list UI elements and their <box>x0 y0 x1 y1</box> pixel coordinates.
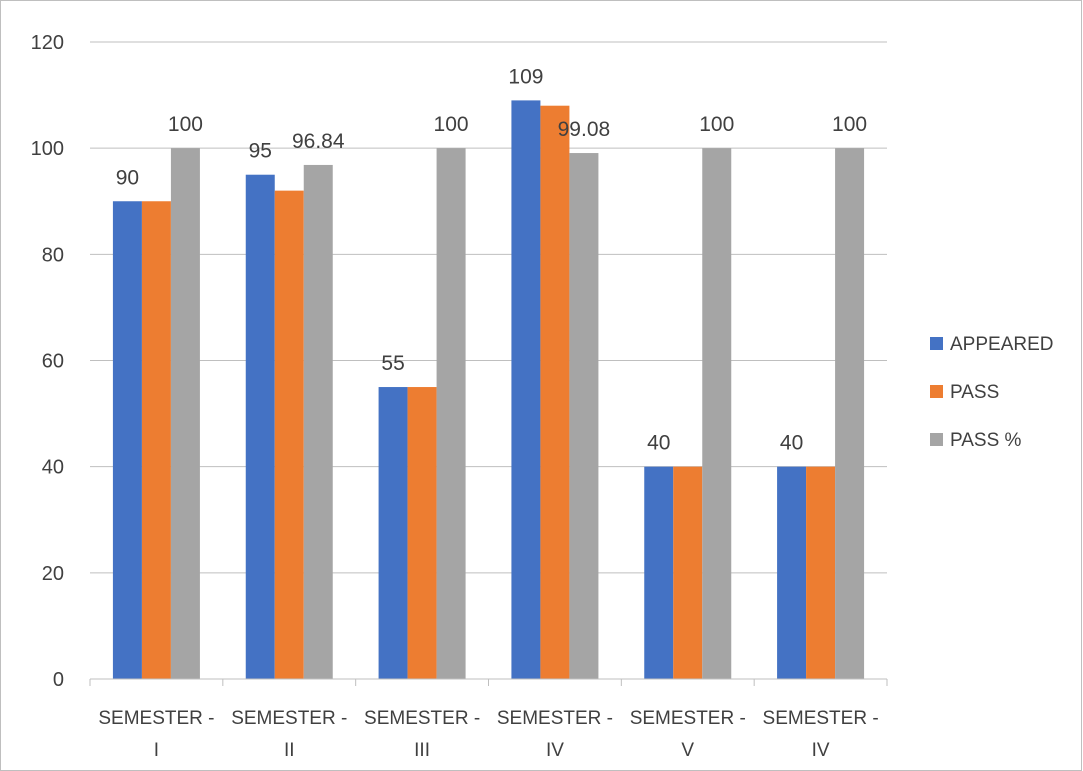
y-tick-label: 20 <box>42 563 64 585</box>
bar-pass <box>702 148 732 679</box>
x-category-label: SEMESTER - <box>763 708 879 729</box>
axes: 0 20 40 60 80 100 120 SEMESTER - I SEMESTER - II SE… <box>31 32 888 761</box>
legend-swatch <box>930 385 943 398</box>
x-category-label: SEMESTER - <box>231 708 347 729</box>
bar-appeared <box>644 466 674 679</box>
bar-pass <box>141 201 171 679</box>
data-label: 40 <box>647 432 670 455</box>
y-tick-label: 100 <box>31 138 64 160</box>
x-category-label: II <box>284 740 295 761</box>
y-tick-label: 80 <box>42 244 64 266</box>
legend-swatch <box>930 337 943 350</box>
bar-pass <box>274 190 304 679</box>
y-tick-label: 60 <box>42 351 64 373</box>
data-labels: 90 100 95 96.84 55 100 109 99.08 40 100 40 100 <box>116 65 867 454</box>
bar-pass <box>407 387 437 679</box>
bar-pass <box>835 148 865 679</box>
data-label: 100 <box>699 113 734 136</box>
data-label: 100 <box>434 113 469 136</box>
bar-appeared <box>245 174 275 680</box>
y-tick-label: 0 <box>53 669 64 691</box>
data-label: 99.08 <box>558 118 611 141</box>
x-category-label: SEMESTER - <box>630 708 746 729</box>
bar-appeared <box>777 466 807 679</box>
bar-pass <box>673 466 703 679</box>
data-label: 96.84 <box>292 130 345 153</box>
x-category-label: V <box>681 740 694 761</box>
bar-appeared <box>378 387 408 679</box>
bar-pass <box>170 148 200 679</box>
gridlines <box>90 41 887 574</box>
data-label: 109 <box>508 65 543 88</box>
bar-pass <box>540 105 570 679</box>
x-category-label: IV <box>546 740 564 761</box>
data-label: 100 <box>168 113 203 136</box>
x-category-label: SEMESTER - <box>98 708 214 729</box>
x-category-label: SEMESTER - <box>364 708 480 729</box>
x-category-label: III <box>414 740 430 761</box>
x-category-label: I <box>154 740 159 761</box>
data-label: 100 <box>832 113 867 136</box>
legend: APPEARED PASS PASS % <box>930 334 1053 451</box>
bar-pass <box>806 466 836 679</box>
bar-pass <box>303 164 333 680</box>
x-category-label: SEMESTER - <box>497 708 613 729</box>
data-label: 95 <box>249 140 272 163</box>
bar-appeared <box>511 100 541 680</box>
x-category-label: IV <box>812 740 830 761</box>
bar-appeared <box>112 201 142 679</box>
legend-label: APPEARED <box>950 334 1053 355</box>
bar-pass <box>569 153 599 679</box>
y-tick-label: 40 <box>42 457 64 479</box>
data-label: 90 <box>116 166 139 189</box>
data-label: 55 <box>381 352 404 375</box>
y-tick-label: 120 <box>31 32 64 54</box>
bar-pass <box>436 148 466 679</box>
bars <box>112 100 865 680</box>
legend-swatch <box>930 433 943 446</box>
legend-label: PASS % <box>950 430 1022 451</box>
legend-label: PASS <box>950 382 999 403</box>
data-label: 40 <box>780 432 803 455</box>
